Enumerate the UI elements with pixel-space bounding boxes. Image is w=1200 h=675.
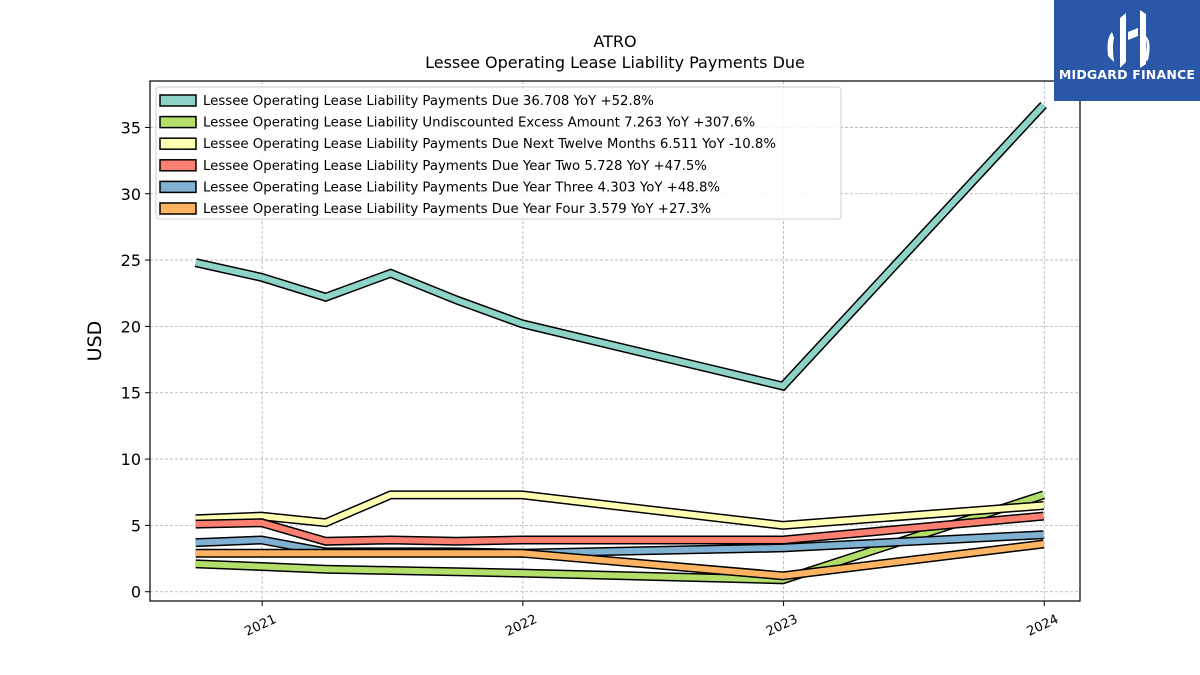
legend-swatch — [159, 180, 197, 194]
legend-entry: Lessee Operating Lease Liability Payment… — [203, 137, 776, 152]
logo-mark-icon — [1107, 10, 1150, 68]
series-lines — [194, 101, 1047, 585]
legend-swatch — [159, 202, 197, 215]
series-1 — [194, 101, 1047, 392]
y-axis-label: USD — [84, 321, 106, 362]
y-tick-label: 5 — [131, 516, 141, 535]
logo-text: MIDGARD FINANCE — [1058, 67, 1196, 82]
series-3 — [195, 490, 1044, 530]
x-tick-label: 2022 — [503, 612, 539, 640]
legend-swatch — [159, 115, 197, 129]
series-6 — [195, 539, 1045, 581]
y-tick-label: 25 — [121, 251, 141, 270]
x-tick-label: 2024 — [1025, 612, 1061, 640]
y-axis: 0 5 10 15 20 25 30 35 — [121, 118, 150, 602]
chart-title: ATRO — [593, 32, 636, 51]
x-tick-label: 2023 — [764, 612, 800, 640]
x-axis: 2021 2022 2023 2024 — [242, 601, 1061, 640]
series-2 — [195, 490, 1045, 585]
y-tick-label: 0 — [131, 583, 141, 602]
x-tick-label: 2021 — [242, 612, 278, 640]
legend: Lessee Operating Lease Liability Payment… — [155, 86, 842, 220]
series-4 — [195, 511, 1045, 546]
brand-logo: MIDGARD FINANCE — [1054, 0, 1200, 101]
chart-subtitle: Lessee Operating Lease Liability Payment… — [425, 53, 805, 72]
series-line — [195, 541, 1044, 579]
legend-box — [155, 86, 842, 220]
plot-frame — [149, 80, 1081, 602]
legend-entry: Lessee Operating Lease Liability Payment… — [203, 94, 654, 109]
legend-swatch — [159, 94, 197, 107]
legend-entry: Lessee Operating Lease Liability Payment… — [203, 180, 720, 195]
y-tick-label: 15 — [121, 384, 141, 403]
legend-entry: Lessee Operating Lease Liability Payment… — [203, 202, 711, 217]
series-line — [195, 513, 1044, 545]
legend-entry: Lessee Operating Lease Liability Payment… — [203, 159, 707, 174]
series-line — [195, 102, 1046, 390]
y-tick-label: 35 — [121, 118, 141, 137]
y-tick-label: 20 — [121, 317, 141, 336]
series-line — [195, 492, 1045, 583]
y-tick-label: 10 — [121, 450, 141, 469]
legend-swatch — [159, 137, 197, 150]
y-tick-label: 30 — [121, 185, 141, 204]
legend-entry: Lessee Operating Lease Liability Undisco… — [203, 116, 755, 131]
series-line — [195, 491, 1044, 529]
legend-swatch — [159, 159, 197, 172]
